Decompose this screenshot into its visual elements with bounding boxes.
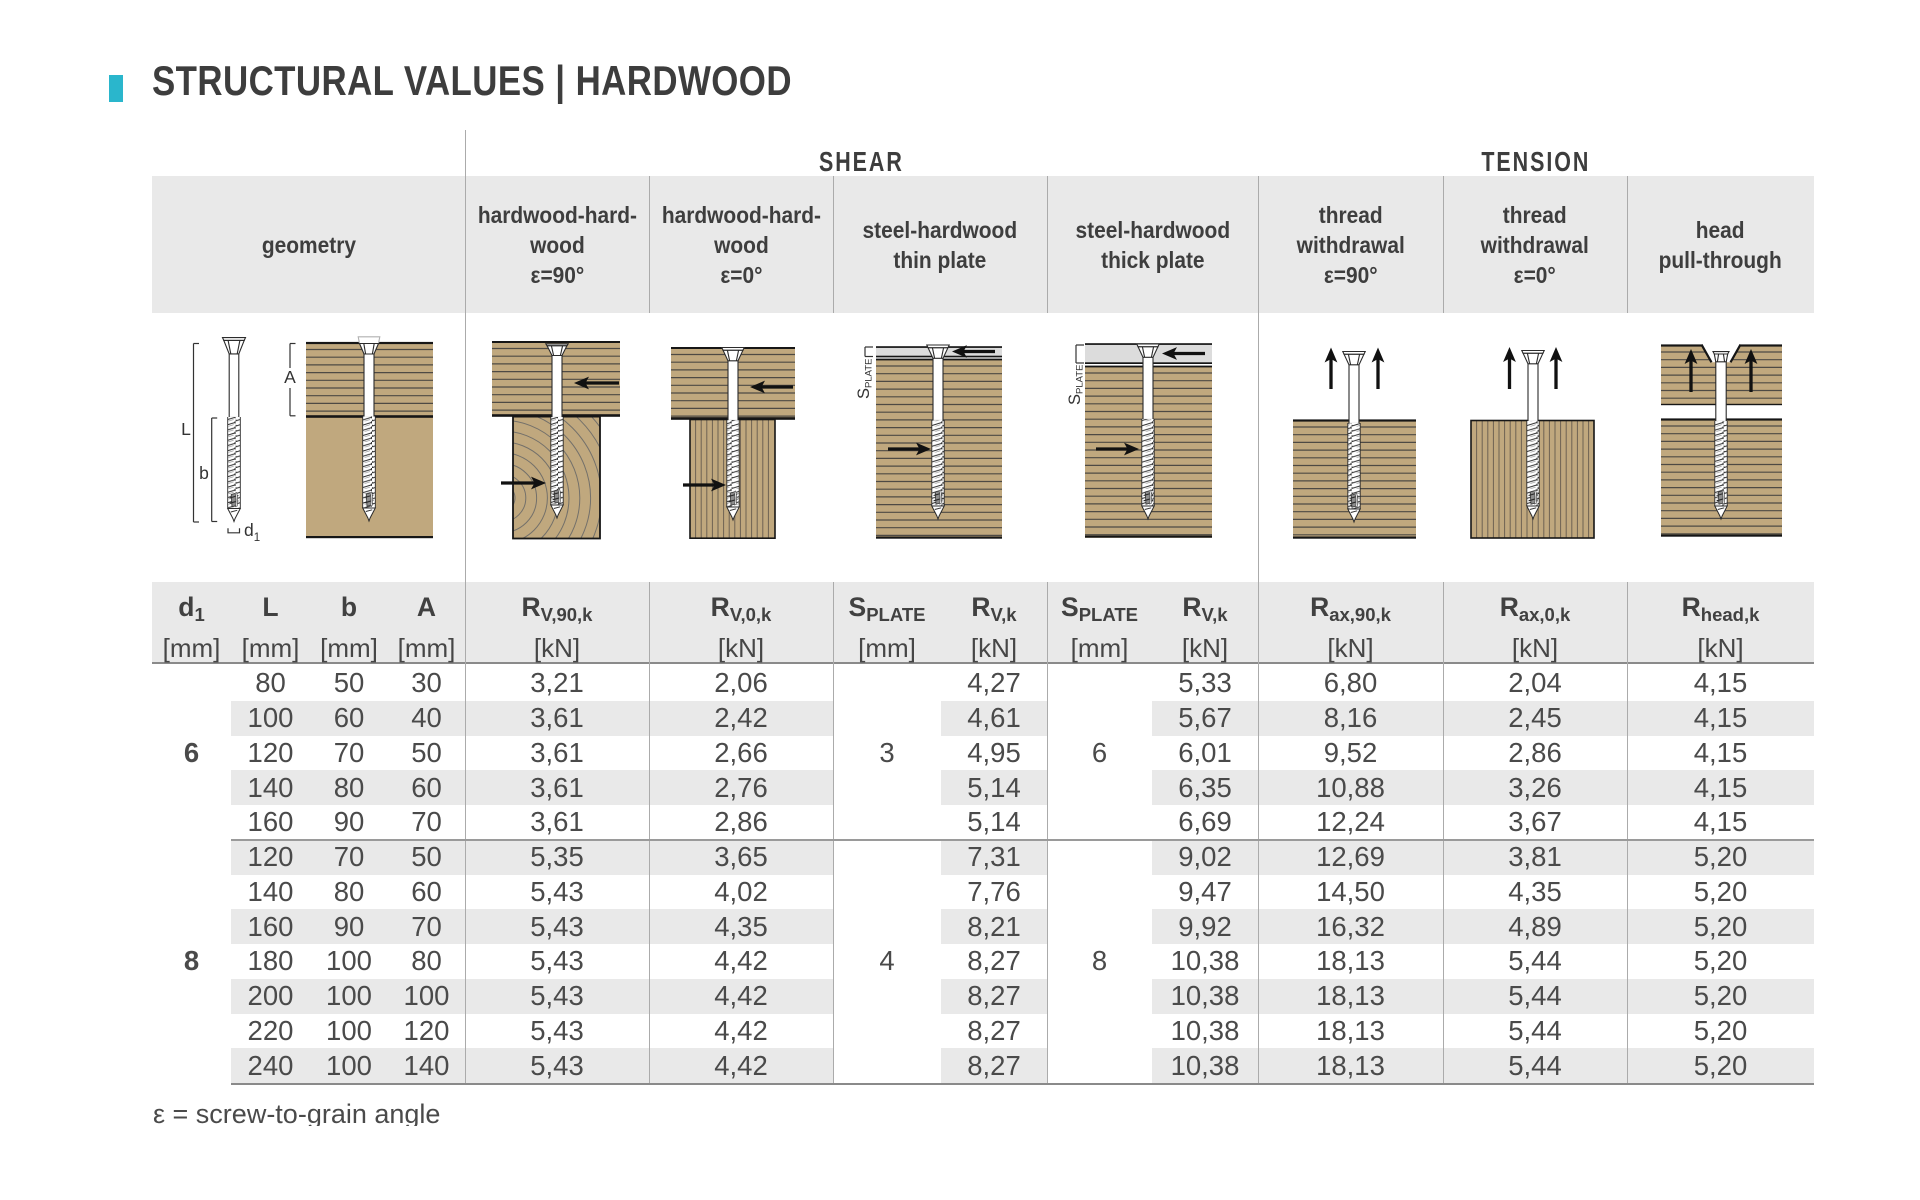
svg-text:b: b <box>199 463 209 483</box>
svg-text:L: L <box>181 419 191 439</box>
svg-text:SPLATE: SPLATE <box>1066 365 1086 405</box>
svg-text:d1: d1 <box>244 520 260 544</box>
svg-text:SPLATE: SPLATE <box>855 359 875 399</box>
svg-text:A: A <box>284 367 296 387</box>
